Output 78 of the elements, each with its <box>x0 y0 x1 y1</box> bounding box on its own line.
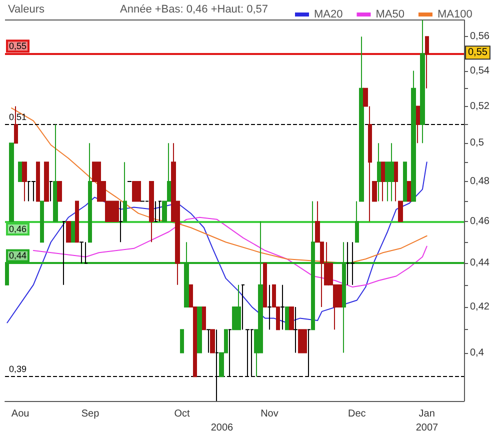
candlestick <box>377 142 381 202</box>
x-tick-label: Sep <box>81 408 100 420</box>
candlestick <box>403 162 407 202</box>
y-tick-label: 0,56 <box>470 31 490 42</box>
y-tick-label: 0,54 <box>470 65 490 76</box>
candlestick <box>49 180 53 202</box>
chart-subtitle: Année +Bas: 0,46 +Haut: 0,57 <box>120 4 268 16</box>
candlestick <box>62 220 66 286</box>
ref-line-label: 0,55 <box>9 41 27 52</box>
candlestick <box>425 36 429 89</box>
candlestick <box>66 220 71 243</box>
candlestick <box>136 180 141 202</box>
candlestick <box>350 242 355 286</box>
ref-line-label: 0,39 <box>9 364 27 374</box>
candlestick <box>44 162 49 202</box>
candlestick <box>36 162 40 202</box>
candlestick <box>57 180 62 202</box>
candlestick <box>40 200 44 243</box>
legend-label: MA20 <box>314 8 343 20</box>
candlestick <box>180 329 184 354</box>
ref-line-label: 0,44 <box>9 250 27 261</box>
candlestick <box>355 200 359 243</box>
legend-label: MA100 <box>437 8 472 20</box>
line-series <box>11 108 428 264</box>
candlestick <box>88 142 92 243</box>
y-tick-label: 0,5 <box>470 138 484 149</box>
line-series <box>6 162 428 324</box>
y-tick-label: 0,52 <box>470 100 490 112</box>
text: 2007 <box>416 422 439 434</box>
candlestick <box>123 162 127 222</box>
text: 2006 <box>210 422 234 434</box>
ref-line-label: 0,46 <box>9 224 27 234</box>
x-tick-label: Oct <box>174 408 190 420</box>
legend-label: MA50 <box>376 8 404 20</box>
candlestick <box>154 200 158 222</box>
y-tick-label: 0,46 <box>470 216 490 227</box>
candlestick <box>71 220 75 243</box>
candlestick <box>114 200 119 222</box>
candlestick <box>411 70 416 202</box>
y-tick-label: 0,42 <box>470 301 490 312</box>
candlestick <box>416 106 420 144</box>
candlestick <box>302 329 307 354</box>
candlestick <box>158 200 162 222</box>
candlestick <box>119 200 123 243</box>
candlestick <box>289 306 294 330</box>
candlestick <box>267 284 272 330</box>
y-tick-label: 0,48 <box>470 176 490 187</box>
candlestick <box>394 162 398 202</box>
legend-title: Valeurs <box>8 4 45 16</box>
candlestick <box>202 306 206 330</box>
annotation: 0,55 <box>468 47 488 58</box>
candlestick <box>280 284 285 330</box>
candlestick <box>420 20 425 144</box>
candlestick <box>9 142 14 222</box>
candlestick <box>381 162 385 202</box>
candlestick <box>53 124 58 222</box>
x-tick-label: Nov <box>260 408 278 420</box>
x-tick-label: Jan <box>418 408 435 420</box>
candlestick <box>79 242 84 264</box>
candlestick <box>206 329 211 354</box>
candlestick <box>149 180 154 243</box>
y-tick-label: 0,4 <box>470 347 484 358</box>
candlestick <box>359 36 364 202</box>
y-tick-label: 0,44 <box>470 258 490 269</box>
x-tick-label: Aou <box>11 408 30 420</box>
candlestick <box>263 262 267 308</box>
candlestick <box>210 329 215 354</box>
candlestick <box>31 180 36 202</box>
candlestick <box>22 162 27 202</box>
line-series <box>32 216 428 288</box>
candlestick <box>372 180 377 202</box>
candlestick <box>197 306 202 354</box>
candlestick <box>285 306 289 330</box>
candlestick <box>75 200 79 243</box>
candlestick <box>293 306 298 354</box>
candlestick <box>241 284 245 330</box>
candlestick <box>398 200 403 222</box>
x-tick-label: Dec <box>348 408 366 420</box>
